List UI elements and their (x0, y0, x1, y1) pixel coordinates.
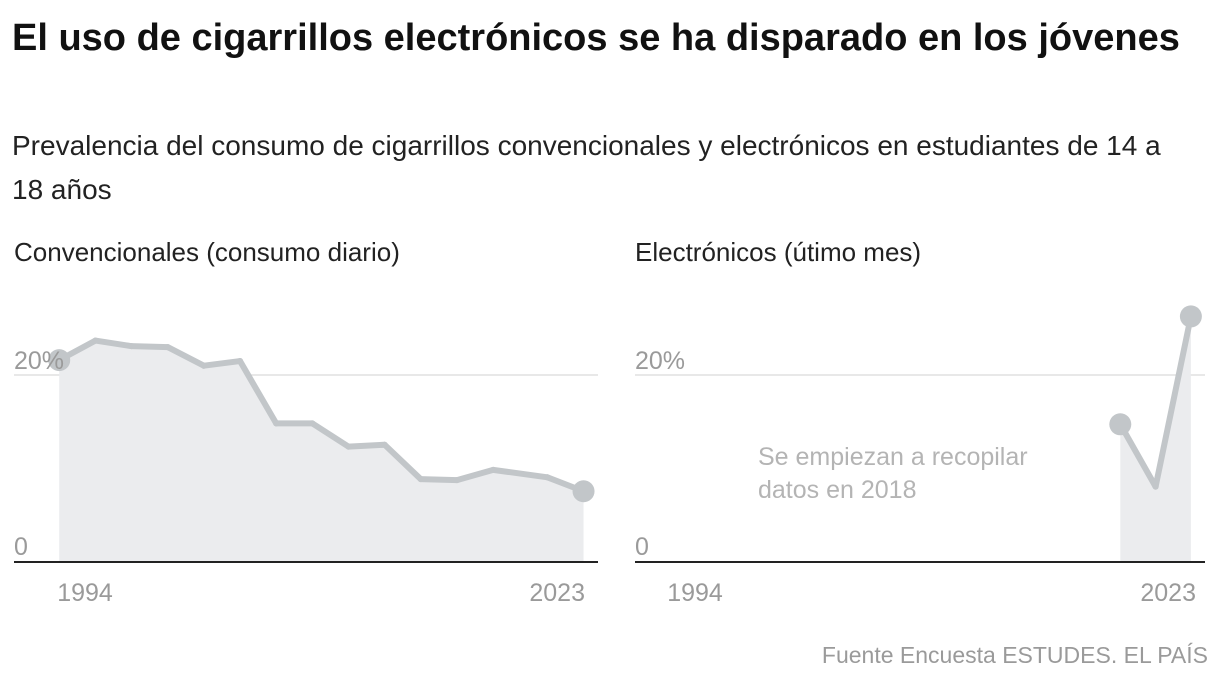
y-tick-label-electronic-0: 0 (635, 533, 649, 561)
line-segment-conventional-2004 (237, 358, 280, 427)
panel-title-electronic: Electrónicos (útimo mes) (635, 237, 922, 267)
line-segment-conventional-2002 (200, 358, 244, 369)
annotation-line-2: datos en 2018 (758, 476, 916, 504)
data-point-conventional-2021 (544, 474, 551, 481)
endpoint-electronic-2019 (1109, 413, 1132, 436)
line-segment-conventional-1998 (128, 343, 171, 351)
chart-subtitle: Prevalencia del consumo de cigarrillos c… (12, 130, 1161, 205)
line-segment-conventional-2010 (345, 441, 388, 450)
area-conventional (59, 340, 584, 561)
y-tick-label-conventional-0: 0 (14, 533, 28, 561)
line-segment-conventional-2018 (490, 466, 551, 481)
data-point-conventional-2006 (273, 420, 280, 427)
area-electronic (1120, 316, 1191, 561)
data-point-conventional-2002 (200, 362, 207, 369)
line-segment-electronic-2021 (1152, 313, 1194, 490)
panel-title-conventional: Convencionales (consumo diario) (14, 237, 400, 267)
data-point-conventional-2018 (490, 466, 497, 473)
data-point-conventional-1998 (128, 343, 135, 350)
line-segment-conventional-2016 (453, 466, 497, 484)
x-tick-label-electronic-2023: 2023 (1140, 579, 1196, 607)
line-segment-conventional-2008 (309, 420, 352, 450)
line-segment-conventional-1996 (92, 337, 135, 350)
data-point-electronic-2021 (1152, 483, 1159, 490)
y-tick-label-electronic-20: 20% (635, 347, 685, 375)
x-tick-label-conventional-1994: 1994 (57, 579, 113, 607)
annotation-line-1: Se empiezan a recopilar (758, 443, 1028, 471)
data-point-conventional-2012 (381, 441, 388, 448)
data-point-conventional-2000 (164, 344, 171, 351)
line-segment-conventional-2000 (164, 344, 207, 369)
x-tick-label-conventional-2023: 2023 (529, 579, 585, 607)
data-point-conventional-2008 (309, 420, 316, 427)
source-note: Fuente Encuesta ESTUDES. EL PAÍS (821, 642, 1208, 668)
y-tick-label-conventional-20: 20% (14, 347, 64, 375)
line-segment-conventional-2012 (381, 441, 424, 483)
data-point-conventional-2010 (345, 443, 352, 450)
data-point-conventional-2016 (453, 477, 460, 484)
line-segment-conventional-2014 (417, 476, 460, 484)
endpoint-electronic-2023 (1179, 305, 1202, 328)
chart-title: El uso de cigarrillos electrónicos se ha… (12, 17, 1180, 59)
endpoint-conventional-1994 (48, 349, 71, 372)
data-point-conventional-2014 (417, 476, 424, 483)
data-point-conventional-1996 (92, 337, 99, 344)
x-tick-label-electronic-1994: 1994 (667, 579, 723, 607)
line-segment-electronic-2019 (1117, 421, 1159, 490)
endpoint-conventional-2023 (572, 480, 595, 503)
data-point-conventional-2004 (237, 358, 244, 365)
